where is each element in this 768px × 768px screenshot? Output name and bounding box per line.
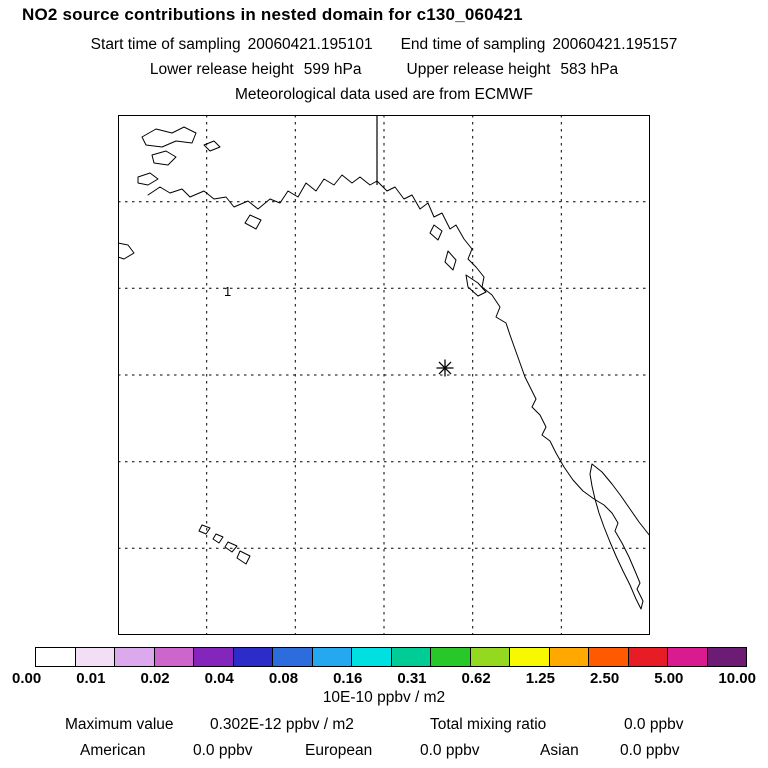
- site-number-label: 1: [224, 284, 231, 299]
- region-asian-value: 0.0 ppbv: [620, 742, 680, 759]
- region-asian-label: Asian: [540, 742, 579, 759]
- region-european-value: 0.0 ppbv: [420, 742, 480, 759]
- coast-hawaii-2: [212, 533, 224, 544]
- colorbar-cell: [706, 648, 746, 666]
- colorbar: [35, 647, 747, 667]
- lower-release-group: Lower release height 599 hPa: [150, 61, 362, 79]
- colorbar-cell: [588, 648, 628, 666]
- coastlines: [117, 126, 651, 610]
- lower-release-label: Lower release height: [149, 61, 294, 78]
- colorbar-cell: [232, 648, 272, 666]
- colorbar-tick: 0.02: [140, 670, 170, 687]
- colorbar-cell: [36, 648, 75, 666]
- total-mixing-ratio-value: 0.0 ppbv: [624, 716, 684, 733]
- colorbar-cell: [667, 648, 707, 666]
- graticule-gridlines: [118, 115, 650, 635]
- region-american-label: American: [80, 742, 146, 759]
- colorbar-cell: [469, 648, 509, 666]
- max-value-label: Maximum value: [65, 716, 174, 733]
- coast-vancouver-island: [465, 274, 487, 297]
- colorbar-cell: [390, 648, 430, 666]
- colorbar-cell: [114, 648, 154, 666]
- upper-release-label: Upper release height: [406, 61, 551, 78]
- region-european-label: European: [305, 742, 373, 759]
- colorbar-tick: 10.00: [718, 670, 756, 687]
- coast-island-small: [203, 140, 221, 152]
- colorbar-units: 10E-10 ppbv / m2: [322, 689, 446, 706]
- coast-hawaii-1: [198, 524, 211, 535]
- colorbar-cell: [627, 648, 667, 666]
- start-time-group: Start time of sampling 20060421.195101: [91, 36, 373, 54]
- coast-left-edge: [117, 242, 135, 260]
- max-value-number: 0.302E-12 ppbv / m2: [210, 716, 354, 733]
- end-time-value: 20060421.195157: [552, 36, 678, 53]
- colorbar-cell: [430, 648, 470, 666]
- colorbar-cells: [36, 648, 746, 666]
- figure-title: NO2 source contributions in nested domai…: [22, 5, 523, 24]
- map-canvas: 1: [117, 115, 651, 635]
- coast-kodiak-island: [244, 214, 262, 230]
- colorbar-cell: [272, 648, 312, 666]
- upper-release-group: Upper release height 583 hPa: [407, 61, 619, 79]
- met-source-text: Meteorological data used are from ECMWF: [234, 86, 534, 103]
- colorbar-tick: 0.00: [12, 670, 42, 687]
- colorbar-ticks: 0.00 0.01 0.02 0.04 0.08 0.16 0.31 0.62 …: [12, 670, 756, 687]
- start-time-label: Start time of sampling: [90, 36, 241, 53]
- colorbar-tick: 2.50: [589, 670, 620, 687]
- colorbar-cell: [509, 648, 549, 666]
- end-time-group: End time of sampling 20060421.195157: [401, 36, 678, 54]
- release-marker-asterisk: [436, 359, 454, 377]
- coast-se-alaska-island: [429, 224, 443, 241]
- colorbar-cell: [193, 648, 233, 666]
- colorbar-tick: 0.08: [268, 670, 299, 687]
- colorbar-tick: 0.62: [461, 670, 491, 687]
- colorbar-tick: 0.04: [204, 670, 234, 687]
- colorbar-cell: [74, 648, 114, 666]
- colorbar-tick: 5.00: [654, 670, 684, 687]
- colorbar-tick: 0.31: [397, 670, 427, 687]
- colorbar-tick: 0.16: [333, 670, 363, 687]
- colorbar-cell: [311, 648, 351, 666]
- coast-haida-gwaii: [444, 250, 457, 271]
- coast-hawaii-4: [236, 550, 251, 565]
- colorbar-tick: 0.01: [76, 670, 106, 687]
- coast-hawaii-3: [224, 541, 238, 553]
- total-mixing-ratio-label: Total mixing ratio: [430, 716, 547, 733]
- coast-north-america: [147, 174, 651, 610]
- region-american-value: 0.0 ppbv: [193, 742, 253, 759]
- coast-chukotka: [141, 126, 197, 148]
- end-time-label: End time of sampling: [400, 36, 546, 53]
- met-source-line: Meteorological data used are from ECMWF: [0, 86, 768, 104]
- map-frame: [118, 115, 650, 635]
- sampling-times-line: Start time of sampling 20060421.195101 E…: [0, 36, 768, 54]
- coast-fragment: [137, 172, 159, 186]
- coast-chukotka-south: [151, 150, 177, 166]
- colorbar-cell: [153, 648, 193, 666]
- map-panel: 1: [117, 115, 651, 635]
- lower-release-value: 599 hPa: [303, 61, 362, 78]
- start-time-value: 20060421.195101: [247, 36, 373, 53]
- upper-release-value: 583 hPa: [560, 61, 619, 78]
- release-heights-line: Lower release height 599 hPa Upper relea…: [0, 61, 768, 79]
- colorbar-cell: [351, 648, 391, 666]
- colorbar-cell: [548, 648, 588, 666]
- colorbar-tick: 1.25: [525, 670, 555, 687]
